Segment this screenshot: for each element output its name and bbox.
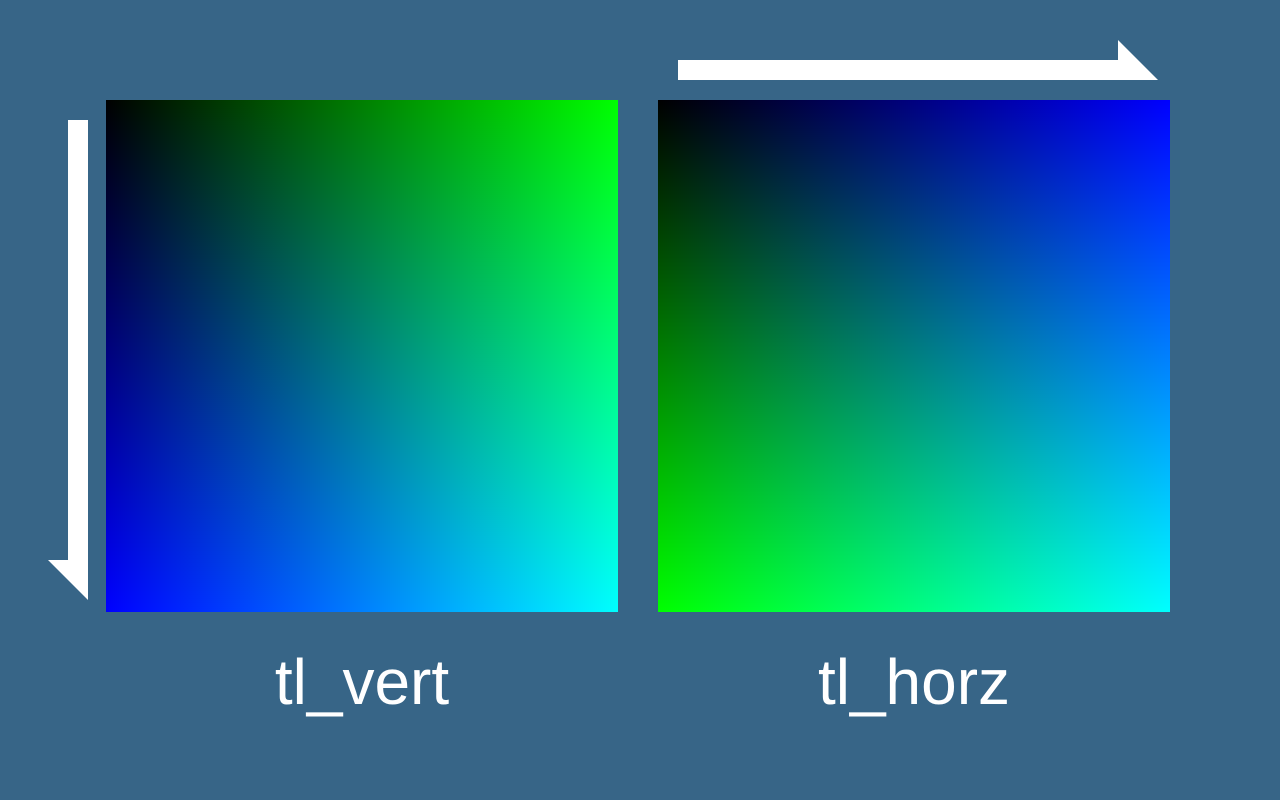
- tl-vert-label: tl_vert: [274, 646, 450, 718]
- tl-vert-gradient-swatch: [106, 100, 618, 612]
- tl-horz-gradient-swatch: [658, 100, 1170, 612]
- down-arrow-icon: [48, 120, 88, 600]
- right-arrow-icon: [678, 40, 1158, 80]
- tl-horz-label: tl_horz: [817, 646, 1011, 718]
